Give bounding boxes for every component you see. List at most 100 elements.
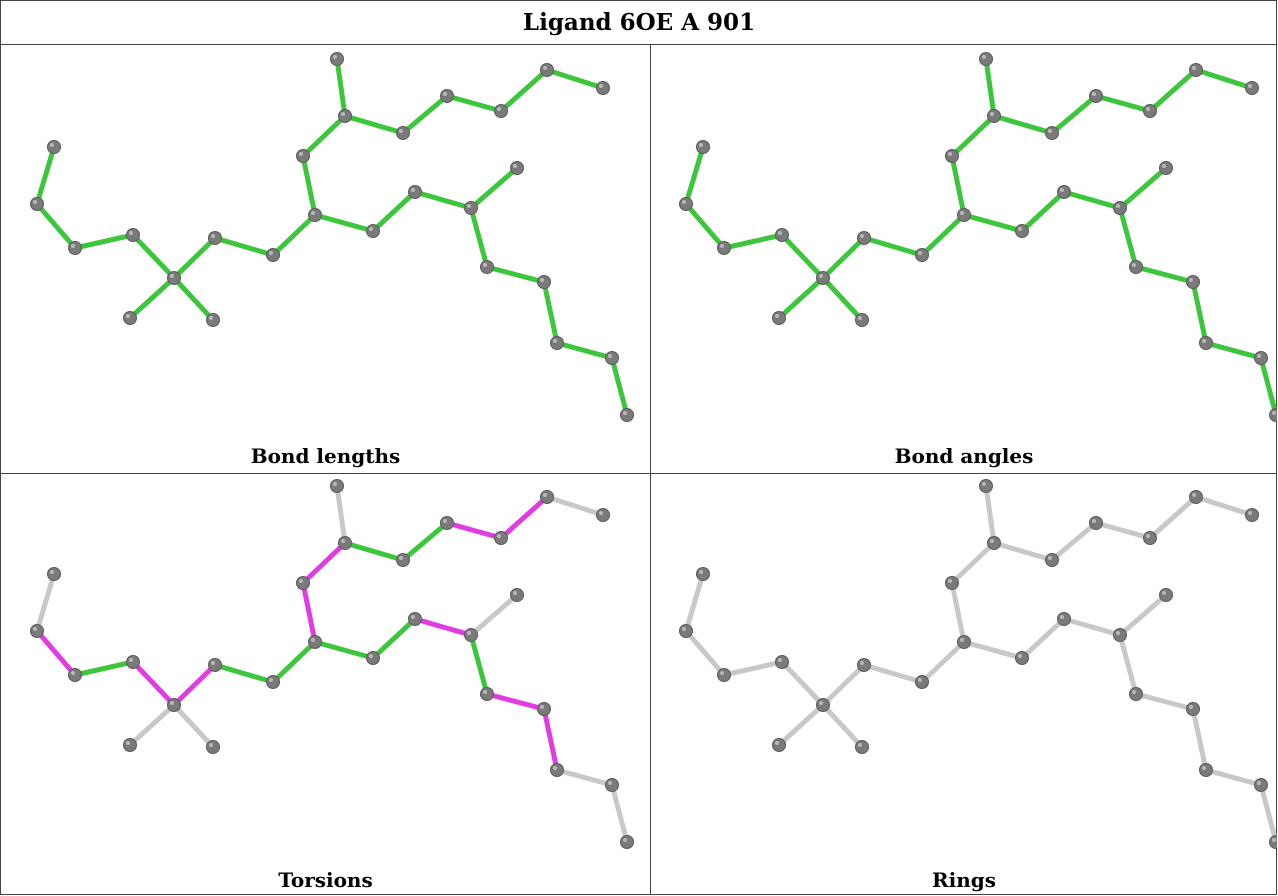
atom-highlight — [1202, 339, 1206, 343]
atom-highlight — [71, 671, 75, 675]
atom-highlight — [778, 231, 782, 235]
atom-highlight — [443, 519, 447, 523]
bond — [820, 275, 865, 323]
bond — [1147, 494, 1199, 541]
atom — [338, 536, 352, 550]
horizontal-divider — [1, 473, 1277, 474]
bond — [554, 767, 615, 788]
bond — [34, 201, 78, 251]
bond — [949, 113, 997, 159]
atom — [338, 109, 352, 123]
atom — [1199, 763, 1213, 777]
atom-highlight — [860, 661, 864, 665]
bond — [334, 483, 348, 546]
bond — [1117, 165, 1169, 211]
atom-highlight — [311, 638, 315, 642]
bond — [34, 571, 57, 634]
atom-highlight — [960, 638, 964, 642]
atom — [1269, 835, 1277, 849]
atom-highlight — [50, 570, 54, 574]
atom — [266, 675, 280, 689]
atom — [1254, 778, 1268, 792]
atom-highlight — [369, 654, 373, 658]
atom-highlight — [699, 143, 703, 147]
atom — [440, 89, 454, 103]
atom-highlight — [333, 55, 337, 59]
bond — [961, 639, 1025, 661]
atom — [366, 224, 380, 238]
atom-highlight — [269, 251, 273, 255]
atom-highlight — [399, 129, 403, 133]
atom-highlight — [699, 570, 703, 574]
bond — [1190, 706, 1209, 773]
atom-highlight — [982, 55, 986, 59]
bond — [312, 212, 376, 234]
bond — [949, 580, 967, 645]
bond — [1117, 592, 1169, 638]
atom-highlight — [948, 152, 952, 156]
atom — [857, 658, 871, 672]
atom-highlight — [467, 631, 471, 635]
atom — [1245, 508, 1259, 522]
panel-rings: Rings — [651, 474, 1277, 895]
atom — [126, 655, 140, 669]
bond — [820, 235, 867, 281]
atom — [30, 197, 44, 211]
atom-highlight — [1048, 556, 1052, 560]
atom — [1143, 531, 1157, 545]
bond — [554, 340, 615, 361]
atom — [620, 408, 634, 422]
bond — [72, 232, 136, 251]
bond — [919, 639, 967, 685]
bond — [342, 540, 406, 563]
bond — [1061, 616, 1123, 638]
bond — [370, 616, 418, 661]
atom-highlight — [543, 66, 547, 70]
atom-highlight — [858, 316, 862, 320]
atom — [679, 197, 693, 211]
atom-highlight — [1018, 227, 1022, 231]
atom — [1045, 553, 1059, 567]
atom-highlight — [1060, 188, 1064, 192]
bond — [1019, 616, 1067, 661]
atom — [816, 698, 830, 712]
atom — [915, 675, 929, 689]
bond — [34, 144, 57, 207]
atom — [1254, 351, 1268, 365]
atom-highlight — [623, 411, 627, 415]
atom-highlight — [1092, 92, 1096, 96]
atom — [1129, 687, 1143, 701]
atom — [1186, 275, 1200, 289]
atom-highlight — [311, 211, 315, 215]
atom-highlight — [1146, 534, 1150, 538]
panel-torsions: Torsions — [1, 474, 650, 895]
atom-highlight — [1132, 690, 1136, 694]
atom-highlight — [948, 579, 952, 583]
atom-highlight — [860, 234, 864, 238]
bond — [468, 592, 520, 638]
atom — [855, 740, 869, 754]
bond — [1093, 520, 1153, 541]
bond — [820, 662, 867, 708]
atom-highlight — [1162, 591, 1166, 595]
bond — [130, 659, 177, 708]
atom-highlight — [599, 511, 603, 515]
bond — [130, 232, 177, 281]
atom-highlight — [341, 539, 345, 543]
atom-highlight — [369, 227, 373, 231]
atom-highlight — [1257, 354, 1261, 358]
bond — [212, 235, 276, 258]
atom-highlight — [553, 766, 557, 770]
bond — [300, 153, 318, 218]
atom-highlight — [608, 781, 612, 785]
atom-highlight — [1060, 615, 1064, 619]
atom-highlight — [543, 493, 547, 497]
bond — [1203, 340, 1264, 361]
bond — [949, 153, 967, 218]
atom — [620, 835, 634, 849]
atom-highlight — [1202, 766, 1206, 770]
atom — [775, 655, 789, 669]
atom — [1113, 628, 1127, 642]
bond — [171, 702, 216, 750]
atom — [308, 208, 322, 222]
